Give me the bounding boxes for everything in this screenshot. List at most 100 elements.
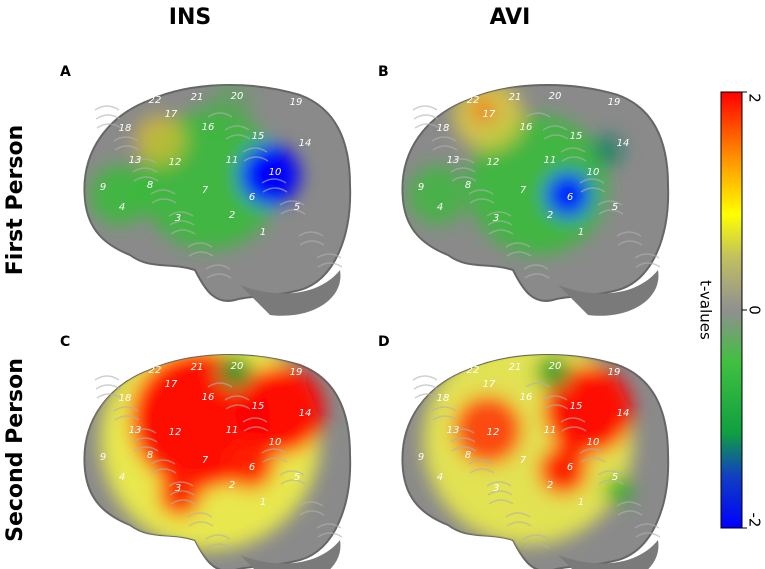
gyrus	[298, 231, 324, 237]
activation-blob	[90, 165, 150, 225]
electrode-label: 3	[493, 213, 499, 224]
electrode-label: 15	[570, 131, 583, 142]
electrode-label: 9	[418, 182, 424, 193]
electrode-label: 17	[483, 379, 496, 390]
electrode-label: 18	[119, 393, 132, 404]
gyrus	[225, 134, 251, 140]
gyrus	[243, 156, 269, 162]
electrode-label: 1	[260, 497, 266, 508]
gyrus	[133, 446, 159, 452]
gyrus	[113, 136, 139, 142]
electrode-label: 15	[252, 401, 265, 412]
gyrus	[207, 112, 233, 118]
gyrus	[262, 457, 288, 463]
gyrus	[168, 481, 194, 487]
electrode-label: 22	[467, 95, 480, 106]
electrode-label: 14	[617, 408, 630, 419]
gyrus	[242, 147, 268, 153]
gyrus	[187, 242, 213, 248]
gyrus	[432, 145, 458, 151]
activation-blob	[408, 165, 468, 225]
electrode-label: 17	[165, 379, 178, 390]
gyrus	[298, 501, 324, 507]
gyrus	[579, 178, 605, 184]
gyrus	[505, 242, 531, 248]
electrode-label: 2	[229, 480, 235, 491]
electrode-label: 16	[520, 392, 533, 403]
colorbar	[720, 91, 743, 529]
activation-blob	[535, 354, 571, 390]
activation-blob	[217, 354, 253, 390]
gyrus	[413, 384, 439, 390]
gyrus	[317, 262, 343, 268]
gyrus	[506, 521, 532, 527]
gyrus	[543, 134, 569, 140]
gyrus	[525, 112, 551, 118]
gyrus	[486, 211, 512, 217]
gyrus	[431, 406, 457, 412]
electrode-label: 22	[149, 365, 162, 376]
gyrus	[150, 459, 176, 465]
electrode-label: 4	[437, 202, 443, 213]
activation-blob	[593, 135, 623, 165]
electrode-label: 1	[260, 227, 266, 238]
electrode-label: 8	[465, 450, 471, 461]
gyrus	[487, 490, 513, 496]
electrode-label: 21	[191, 362, 204, 373]
electrode-label: 19	[290, 97, 303, 108]
panel-label: D	[378, 334, 390, 350]
electrode-label: 16	[202, 392, 215, 403]
gyrus	[207, 382, 233, 388]
electrode-label: 5	[294, 202, 300, 213]
gyrus	[597, 200, 623, 206]
electrode-label: 16	[202, 122, 215, 133]
activation-blob	[158, 473, 202, 517]
gyrus	[225, 404, 251, 410]
gyrus	[205, 534, 231, 540]
gyrus	[579, 448, 605, 454]
gyrus	[150, 189, 176, 195]
electrode-label: 2	[547, 480, 553, 491]
colorbar-tick-label: 2	[746, 93, 764, 103]
gyrus	[543, 404, 569, 410]
gyrus	[432, 415, 458, 421]
gyrus	[542, 395, 568, 401]
gyrus	[451, 446, 477, 452]
electrode-label: 10	[587, 167, 600, 178]
gyrus	[524, 273, 550, 279]
gyrus	[168, 211, 194, 217]
gyrus	[262, 187, 288, 193]
electrode-label: 20	[231, 91, 244, 102]
electrode-label: 14	[617, 138, 630, 149]
gyrus	[188, 521, 214, 527]
electrode-label: 13	[129, 425, 142, 436]
gyrus	[431, 136, 457, 142]
panel-label: A	[60, 64, 71, 80]
electrode-label: 2	[547, 210, 553, 221]
panel-label: C	[60, 334, 70, 350]
gyrus	[525, 382, 551, 388]
gyrus	[169, 490, 195, 496]
electrode-label: 1	[578, 227, 584, 238]
gyrus	[94, 105, 120, 111]
gyrus	[598, 209, 624, 215]
gyrus	[634, 253, 660, 259]
gyrus	[524, 543, 550, 549]
gyrus	[206, 273, 232, 279]
electrode-label: 16	[520, 122, 533, 133]
column-header: AVI	[490, 5, 531, 30]
electrode-label: 21	[509, 92, 522, 103]
gyrus	[505, 512, 531, 518]
colorbar-tick-label: 0	[746, 305, 764, 315]
electrode-label: 11	[226, 425, 239, 436]
electrode-label: 11	[226, 155, 239, 166]
gyrus	[523, 264, 549, 270]
electrode-label: 21	[509, 362, 522, 373]
cerebellum	[240, 270, 341, 316]
gyrus	[635, 532, 661, 538]
electrode-label: 12	[487, 427, 500, 438]
cerebellum	[240, 540, 341, 569]
electrode-label: 5	[612, 202, 618, 213]
